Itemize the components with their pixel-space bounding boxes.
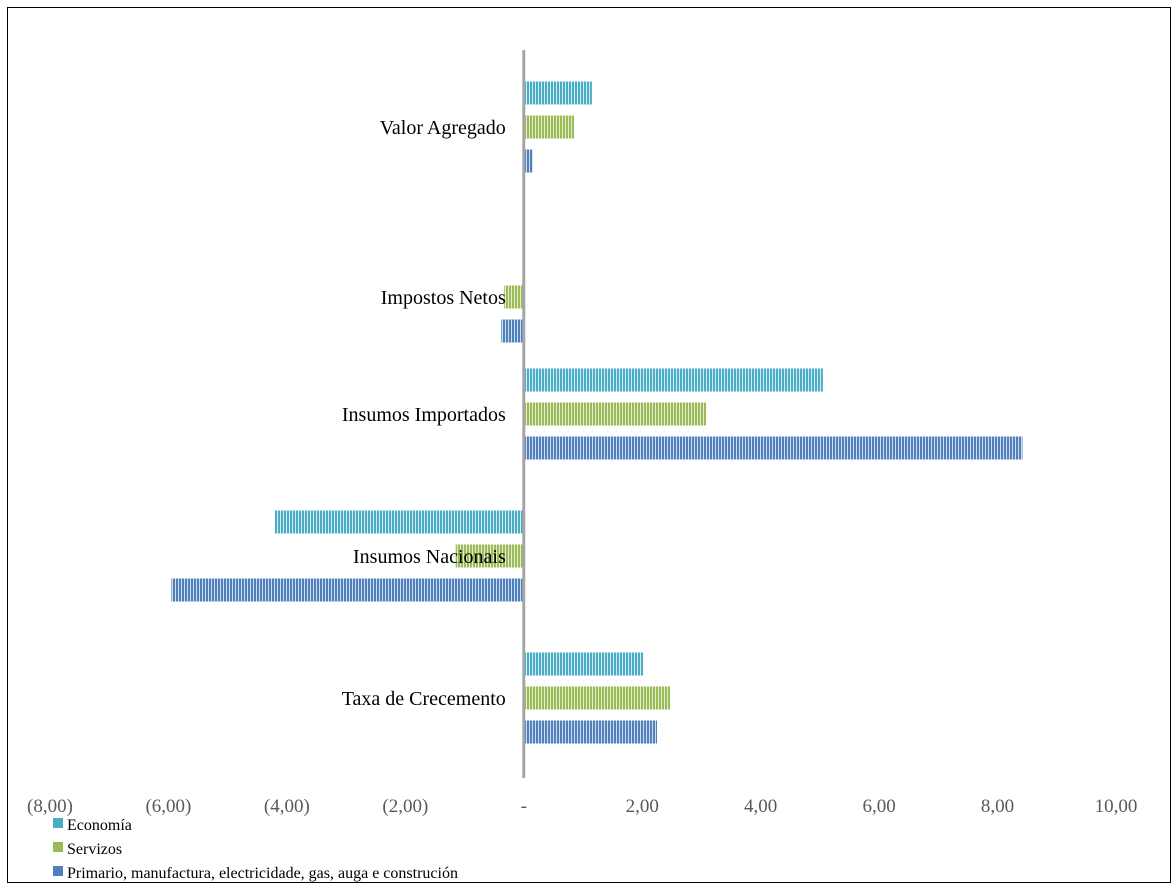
category-label: Impostos Netos <box>381 287 506 309</box>
chart-frame: Valor Agregado Impostos Netos Insumos Impo… <box>7 7 1171 883</box>
legend-swatch <box>53 818 63 828</box>
x-tick-label: 6,00 <box>862 796 895 817</box>
category-label: Taxa de Crecemento <box>342 688 506 710</box>
x-tick-label: 4,00 <box>744 796 777 817</box>
category-labels: Valor Agregado Impostos Netos Insumos Impo… <box>342 117 506 710</box>
x-tick-label: (4,00) <box>264 796 310 817</box>
x-tick-label: (2,00) <box>382 796 428 817</box>
category-label: Insumos Nacionais <box>353 546 506 568</box>
bar-1-4 <box>523 686 671 710</box>
legend-swatch <box>53 866 63 876</box>
legend-entry: Primario, manufactura, electricidade, ga… <box>67 865 458 882</box>
bar-0-3 <box>275 510 524 534</box>
bar-1-1 <box>504 285 524 309</box>
legend-entry: Economía <box>67 817 132 834</box>
bar-0-4 <box>523 652 644 676</box>
bar-0-2 <box>523 368 823 392</box>
bar-2-3 <box>171 578 524 602</box>
legend-entry: Servizos <box>67 841 122 858</box>
bars-layer <box>171 81 1023 744</box>
x-tick-label: 2,00 <box>626 796 659 817</box>
x-tick-label: 8,00 <box>981 796 1014 817</box>
bar-0-0 <box>523 81 592 105</box>
bar-chart: Valor Agregado Impostos Netos Insumos Impo… <box>27 50 1137 882</box>
bar-2-4 <box>523 720 657 744</box>
category-label: Valor Agregado <box>380 117 506 139</box>
x-tick-label: 10,00 <box>1095 796 1138 817</box>
bar-2-1 <box>501 319 524 343</box>
legend-swatch <box>53 842 63 852</box>
bar-2-0 <box>523 149 533 173</box>
bar-1-2 <box>523 402 707 426</box>
bar-1-3 <box>455 544 524 568</box>
bar-2-2 <box>523 436 1023 460</box>
x-tick-label: - <box>521 796 527 817</box>
x-tick-labels: (8,00) (6,00) (4,00) (2,00) - 2,00 4,00 6,00 8,0… <box>27 796 1137 817</box>
x-tick-label: (8,00) <box>27 796 73 817</box>
legend: Economía Servizos Primario, manufactura, e… <box>53 817 458 882</box>
bar-1-0 <box>523 115 575 139</box>
x-tick-label: (6,00) <box>145 796 191 817</box>
category-label: Insumos Importados <box>342 404 506 426</box>
